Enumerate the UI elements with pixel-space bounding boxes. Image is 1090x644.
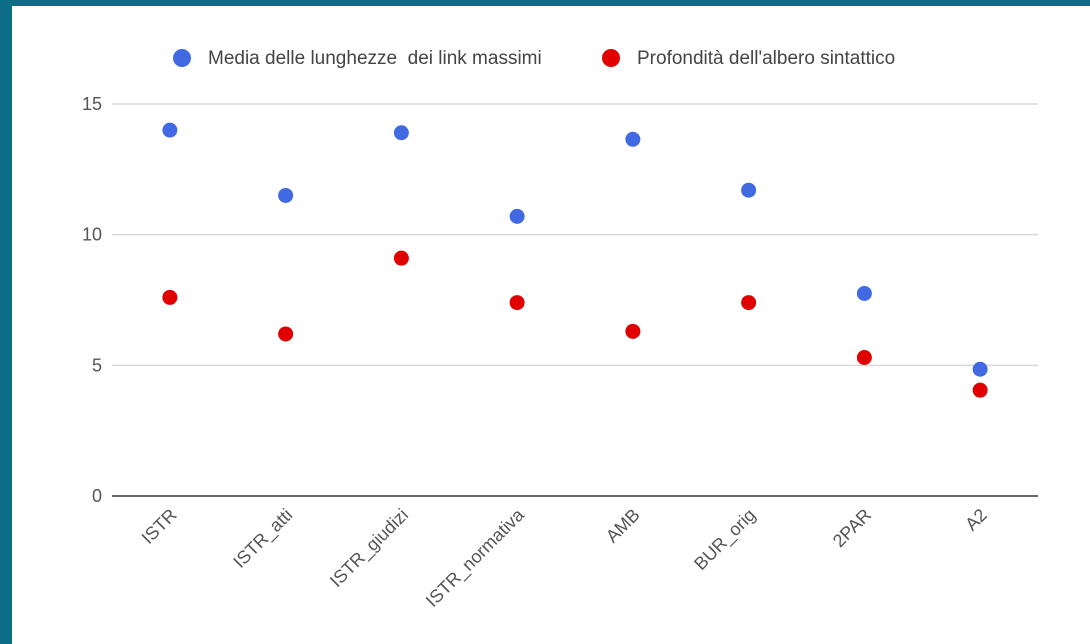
data-point — [741, 182, 757, 198]
data-point — [972, 361, 988, 377]
x-tick-label: A2 — [961, 505, 991, 535]
data-point — [972, 382, 988, 398]
data-point — [393, 125, 409, 141]
legend: Media delle lunghezze dei link massimi Pr… — [173, 48, 895, 69]
data-point — [509, 208, 525, 224]
x-tick-label: ISTR — [138, 505, 181, 548]
legend-item: Profondità dell'albero sintattico — [602, 48, 895, 69]
data-point — [509, 295, 525, 311]
data-point — [741, 295, 757, 311]
data-point — [625, 131, 641, 147]
x-tick-label: ISTR_giudizi — [326, 505, 413, 592]
y-tick-label: 5 — [92, 355, 102, 375]
data-point — [856, 349, 872, 365]
y-tick-label: 0 — [92, 486, 102, 506]
data-point — [162, 289, 178, 305]
x-tick-label: ISTR_normativa — [422, 504, 530, 612]
y-tick-label: 15 — [82, 94, 102, 114]
gridlines — [112, 103, 1038, 367]
data-point — [278, 187, 294, 203]
scatter-chart: Media delle lunghezze dei link massimi Pr… — [82, 48, 1038, 612]
x-tick-label: ISTR_atti — [229, 505, 297, 573]
data-points — [162, 122, 988, 398]
y-axis-ticks: 0 5 10 15 — [82, 94, 102, 506]
data-point — [162, 122, 178, 138]
legend-marker — [173, 49, 191, 67]
data-point — [278, 326, 294, 342]
legend-label: Profondità dell'albero sintattico — [637, 48, 895, 69]
x-axis-labels: ISTR ISTR_atti ISTR_giudizi ISTR_normativa A… — [138, 504, 991, 612]
data-point — [393, 250, 409, 266]
x-tick-label: BUR_orig — [690, 505, 760, 575]
legend-item: Media delle lunghezze dei link massimi — [173, 48, 542, 69]
data-point — [856, 285, 872, 301]
legend-marker — [602, 49, 620, 67]
y-tick-label: 10 — [82, 225, 102, 245]
data-point — [625, 323, 641, 339]
x-tick-label: AMB — [602, 505, 644, 547]
legend-label: Media delle lunghezze dei link massimi — [208, 48, 542, 69]
x-tick-label: 2PAR — [829, 505, 875, 551]
chart-frame: Media delle lunghezze dei link massimi Pr… — [12, 6, 1090, 644]
